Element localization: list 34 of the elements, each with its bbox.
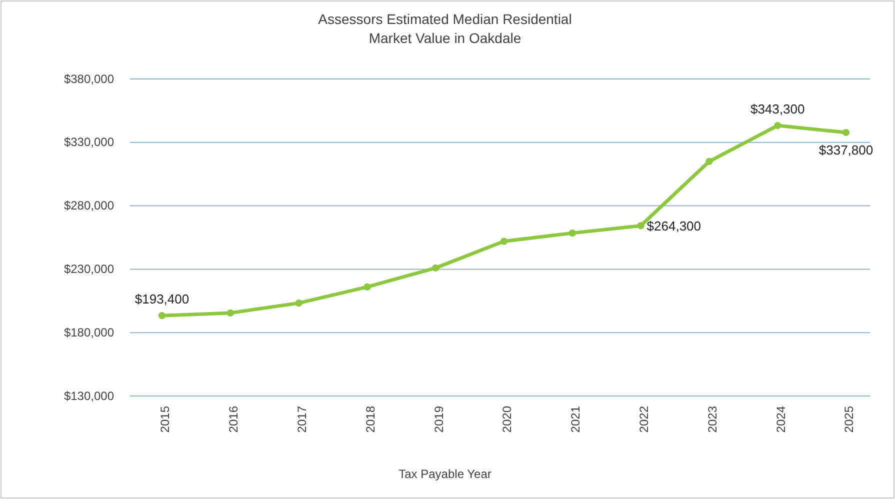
point: [706, 158, 713, 165]
x-tick-label: 2019: [432, 406, 446, 433]
point: [364, 283, 371, 291]
x-tick-label: 2018: [363, 406, 378, 433]
x-tick-label: 2024: [774, 406, 788, 433]
data-label: $264,300: [646, 218, 702, 234]
point: [432, 264, 440, 272]
chart-title: Assessors Estimated Median Residential Market Value in Oakdale: [318, 11, 572, 46]
y-tick-label: $380,000: [64, 72, 114, 86]
point: [500, 238, 508, 245]
point: [158, 312, 166, 320]
y-tick-label: $280,000: [64, 198, 114, 213]
x-tick-label: 2021: [568, 406, 583, 433]
x-tick-label: 2025: [842, 406, 856, 433]
point: [226, 309, 234, 317]
x-tick-label: 2017: [295, 406, 309, 433]
y-tick-label: $230,000: [64, 262, 114, 276]
x-tick-label: 2016: [226, 406, 241, 433]
y-tick-label: $330,000: [64, 135, 114, 150]
x-tick-label: 2023: [705, 406, 720, 433]
y-tick-label: $180,000: [64, 325, 114, 340]
point: [774, 122, 782, 130]
point: [295, 299, 302, 307]
x-tick-label: 2015: [158, 406, 172, 433]
data-label: $193,400: [134, 292, 190, 307]
point: [637, 222, 644, 230]
data-label: $343,300: [750, 102, 805, 117]
data-label: $337,800: [818, 142, 874, 158]
x-axis-title: Tax Payable Year: [398, 467, 492, 481]
point: [568, 230, 576, 237]
x-tick-label: 2020: [500, 406, 514, 433]
y-tick-label: $130,000: [64, 388, 114, 403]
x-tick-label: 2022: [637, 406, 651, 433]
point: [842, 128, 850, 136]
